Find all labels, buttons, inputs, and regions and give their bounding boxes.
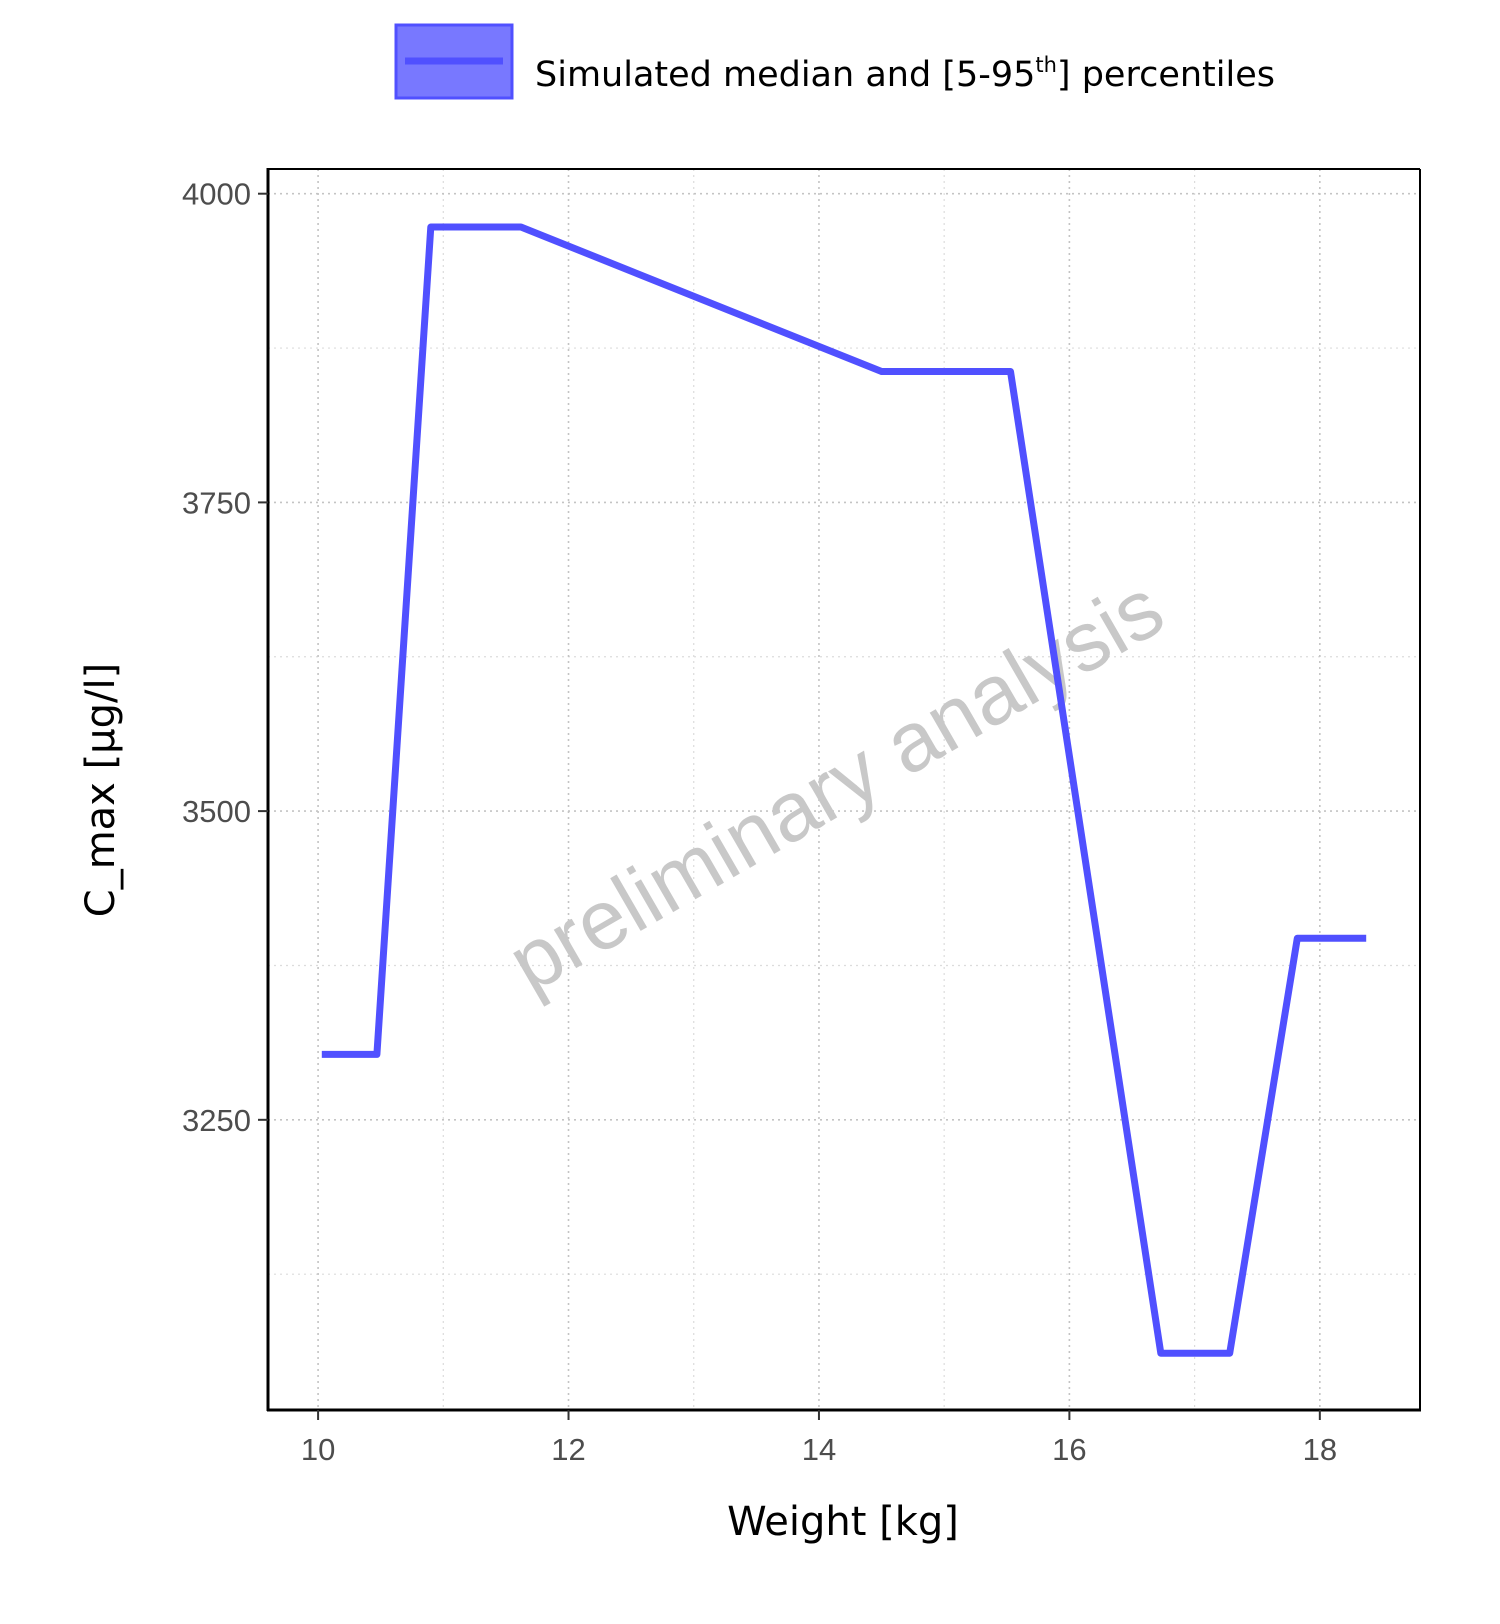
x-axis-title: Weight [kg]	[727, 1499, 959, 1545]
major-gridlines	[268, 169, 1420, 1410]
y-axis-ticks: 3250 3500 3750 4000	[182, 177, 268, 1138]
series-line	[321, 223, 1367, 1357]
x-tick-label: 14	[802, 1432, 836, 1467]
x-tick-label: 12	[551, 1432, 585, 1467]
legend: Simulated median and [5-95th] percentile…	[394, 23, 1275, 100]
y-axis-title: C_max [µg/l]	[78, 663, 124, 917]
y-tick-label: 3500	[182, 794, 251, 829]
y-tick-label: 3250	[182, 1103, 251, 1138]
y-tick-label: 3750	[182, 485, 251, 520]
x-tick-label: 10	[301, 1432, 335, 1467]
x-axis-ticks: 10 12 14 16 18	[301, 1410, 1337, 1467]
plot-panel	[266, 168, 1421, 1412]
minor-gridlines	[268, 169, 1420, 1410]
y-tick-label: 4000	[182, 177, 251, 212]
series-layer	[321, 223, 1367, 1357]
x-tick-label: 18	[1303, 1432, 1337, 1467]
legend-label: Simulated median and [5-95th] percentile…	[535, 53, 1275, 95]
x-tick-label: 16	[1052, 1432, 1086, 1467]
